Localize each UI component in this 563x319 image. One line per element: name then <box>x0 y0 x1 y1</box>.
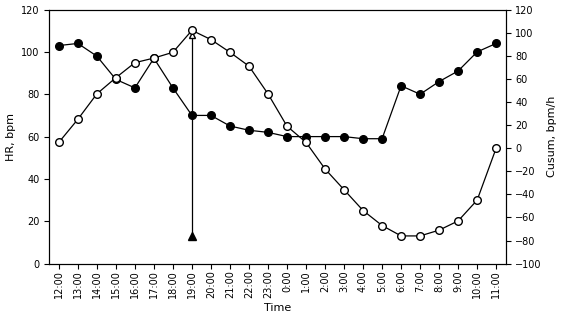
X-axis label: Time: Time <box>264 303 291 314</box>
Y-axis label: HR, bpm: HR, bpm <box>6 113 16 160</box>
Y-axis label: Cusum, bpm/h: Cusum, bpm/h <box>547 96 557 177</box>
